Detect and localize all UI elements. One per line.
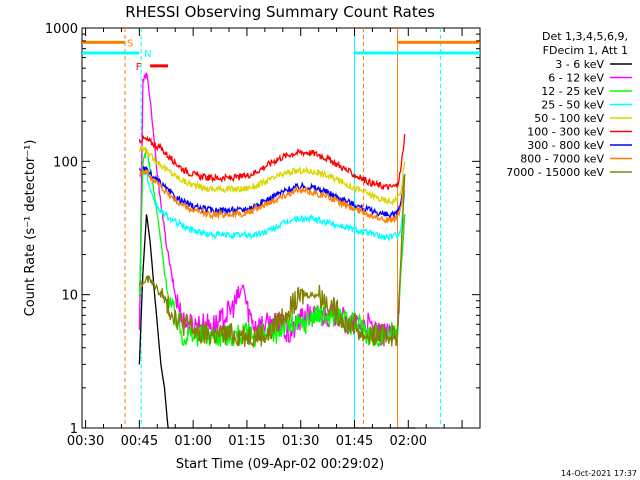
y-tick-label: 100 bbox=[53, 155, 78, 170]
series-line-5 bbox=[138, 134, 406, 190]
x-tick-label: 00:30 bbox=[67, 434, 104, 449]
y-axis-label: Count Rate (s⁻¹ detector⁻¹) bbox=[23, 140, 38, 317]
y-tick-label: 1 bbox=[70, 422, 78, 437]
y-tick-label: 1000 bbox=[45, 22, 78, 37]
x-tick-label: 01:45 bbox=[336, 434, 373, 449]
legend: Det 1,3,4,5,6,9,FDecim 1, Att 13 - 6 keV… bbox=[506, 30, 632, 179]
legend-label-4: 50 - 100 keV bbox=[534, 112, 604, 125]
x-tick-label: 02:00 bbox=[390, 434, 427, 449]
series-line-4 bbox=[138, 145, 406, 207]
legend-label-2: 12 - 25 keV bbox=[541, 85, 604, 98]
x-tick-label: 01:15 bbox=[228, 434, 265, 449]
series-line-3 bbox=[139, 169, 406, 243]
legend-label-0: 3 - 6 keV bbox=[555, 58, 604, 71]
footer-date: 14-Oct-2021 17:37 bbox=[561, 469, 637, 478]
legend-label-1: 6 - 12 keV bbox=[548, 72, 604, 85]
x-tick-label: 01:30 bbox=[282, 434, 319, 449]
y-tick-label: 10 bbox=[61, 289, 78, 304]
legend-label-3: 25 - 50 keV bbox=[541, 99, 604, 112]
series-line-6 bbox=[138, 165, 406, 218]
status-bar-label-s: S bbox=[127, 38, 133, 49]
legend-label-8: 7000 - 15000 keV bbox=[506, 166, 604, 179]
x-axis: 00:30 00:45 01:00 01:15 01:30 01:45 02:00 bbox=[67, 28, 481, 449]
x-tick-label: 00:45 bbox=[121, 434, 158, 449]
legend-title-line: Det 1,3,4,5,6,9, bbox=[542, 30, 628, 43]
legend-label-6: 300 - 800 keV bbox=[527, 139, 604, 152]
status-bar-label-n: N bbox=[144, 49, 151, 60]
series-line-7 bbox=[138, 168, 406, 224]
y-axis: 1 10 100 1000 bbox=[45, 22, 480, 437]
plot-area: SNF bbox=[81, 27, 481, 429]
legend-title-line: FDecim 1, Att 1 bbox=[543, 44, 628, 57]
series-line-8 bbox=[138, 174, 406, 349]
series-line-1 bbox=[138, 72, 406, 347]
series-line-0 bbox=[138, 214, 416, 429]
chart-title: RHESSI Observing Summary Count Rates bbox=[125, 3, 435, 21]
status-bar-label-f: F bbox=[136, 62, 142, 73]
legend-label-7: 800 - 7000 keV bbox=[520, 153, 604, 166]
legend-label-5: 100 - 300 keV bbox=[527, 126, 604, 139]
x-axis-label: Start Time (09-Apr-02 00:29:02) bbox=[176, 457, 384, 472]
x-tick-label: 01:00 bbox=[174, 434, 211, 449]
